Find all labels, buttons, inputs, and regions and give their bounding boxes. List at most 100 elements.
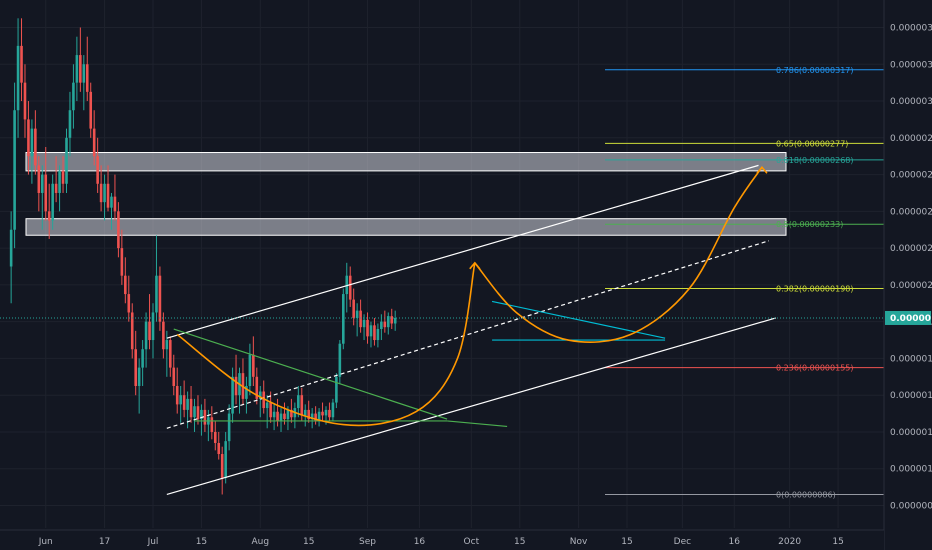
price-tick-label: 0.00000080	[890, 502, 932, 512]
time-tick-label: Jun	[38, 537, 53, 547]
grid-lines	[0, 0, 884, 528]
time-tick-label: 15	[514, 537, 525, 547]
candle-body	[37, 165, 41, 193]
candle-body	[393, 317, 397, 324]
triangle-apex-line	[447, 420, 508, 428]
price-tick-label: 0.00000260	[890, 171, 932, 181]
price-tick-label: 0.00000200	[890, 281, 932, 291]
candle-body	[141, 349, 144, 368]
fib-label-0.65: 0.65(0.00000277)	[776, 139, 848, 148]
time-tick-label: 15	[832, 537, 843, 547]
candle-body	[113, 196, 117, 212]
candle-body	[310, 413, 314, 420]
candle-body	[151, 312, 155, 341]
target-arrow-icon	[756, 165, 768, 174]
price-axis[interactable]: 0.00000340 0.00000320 0.00000300 0.00000280…	[883, 0, 932, 550]
candle-body	[335, 376, 338, 403]
candle-body	[72, 82, 75, 111]
candle-body	[262, 391, 266, 409]
time-tick-label: Dec	[674, 537, 691, 547]
candle-body	[75, 55, 79, 83]
candle-body	[172, 367, 176, 386]
candle-body	[355, 310, 359, 318]
price-tick-label: 0.00000160	[890, 354, 932, 364]
current-price-label: 0.00000182	[890, 314, 932, 324]
candle-body	[82, 64, 86, 83]
candle-body	[99, 183, 103, 203]
time-tick-label: 15	[303, 537, 314, 547]
candle-body	[51, 183, 54, 221]
candle-body	[162, 321, 165, 350]
candle-body	[373, 325, 376, 341]
fib-label-0.382: 0.382(0.00000198)	[776, 285, 854, 294]
candle-body	[47, 211, 51, 221]
price-tick-label: 0.00000120	[890, 428, 932, 438]
candle-body	[276, 411, 279, 421]
candle-body	[148, 321, 151, 341]
candle-body	[68, 110, 72, 138]
candle-body	[137, 367, 141, 386]
candle-body	[89, 91, 93, 129]
candle-body	[231, 376, 234, 414]
candle-body	[158, 275, 162, 322]
candle-body	[169, 340, 172, 368]
candle-body	[165, 340, 169, 350]
channel-upper-line	[166, 164, 759, 339]
time-axis[interactable]: Jun 17 Jul 15 Aug 15 Sep 16 Oct 15 Nov 15 Dec 16 2020 1…	[0, 529, 884, 550]
candle-body	[290, 409, 293, 418]
candle-body	[196, 406, 200, 420]
peak-arrow-icon	[469, 261, 481, 270]
candle-body	[200, 409, 203, 420]
candle-body	[303, 409, 307, 416]
candle-body	[13, 110, 16, 230]
candle-body	[383, 321, 387, 328]
fib-label-0: 0(0.00000086)	[776, 490, 836, 499]
candle-body	[120, 248, 124, 276]
resistance-zone	[25, 152, 787, 172]
time-tick-label: 17	[99, 537, 110, 547]
candle-body	[58, 170, 61, 193]
candle-body	[366, 319, 369, 337]
candle-body	[65, 137, 68, 184]
candle-body	[352, 299, 355, 318]
fib-label-0.5: 0.5(0.00000233)	[776, 220, 843, 229]
candle-body	[134, 349, 137, 386]
time-tick-label: 16	[729, 537, 741, 547]
candle-body	[189, 398, 193, 418]
time-tick-label: 15	[196, 537, 207, 547]
candle-body	[27, 119, 30, 157]
time-tick-label: 16	[414, 537, 426, 547]
triangle-upper-line	[173, 328, 448, 420]
candle-body	[179, 395, 182, 405]
candle-body	[144, 321, 148, 350]
trend-drawings	[0, 164, 884, 496]
candle-body	[338, 343, 342, 377]
candle-body	[54, 183, 58, 193]
resistance-zones	[25, 152, 787, 236]
candle-body	[96, 156, 99, 184]
time-tick-label: Nov	[570, 537, 588, 547]
rounding-bottom-curve	[176, 262, 476, 427]
candle-body	[186, 398, 189, 410]
price-tick-label: 0.00000300	[890, 97, 932, 107]
candle-body	[44, 174, 48, 212]
candle-body	[217, 442, 221, 455]
candle-body	[103, 183, 106, 203]
candle-body	[203, 409, 207, 425]
candle-body	[252, 354, 255, 377]
candle-body	[300, 395, 304, 416]
candle-body	[269, 402, 272, 418]
candle-body	[369, 325, 373, 337]
candle-body	[79, 55, 82, 83]
candle-body	[258, 391, 262, 399]
candle-body	[16, 45, 20, 111]
fib-label-0.786: 0.786(0.00000317)	[776, 66, 854, 75]
fib-label-0.618: 0.618(0.00000268)	[776, 156, 854, 165]
fib-label-0.236: 0.236(0.00000155)	[776, 364, 854, 373]
candle-body	[314, 413, 317, 421]
candle-body	[342, 294, 345, 344]
candle-body	[317, 411, 321, 421]
price-tick-label: 0.00000240	[890, 207, 932, 217]
